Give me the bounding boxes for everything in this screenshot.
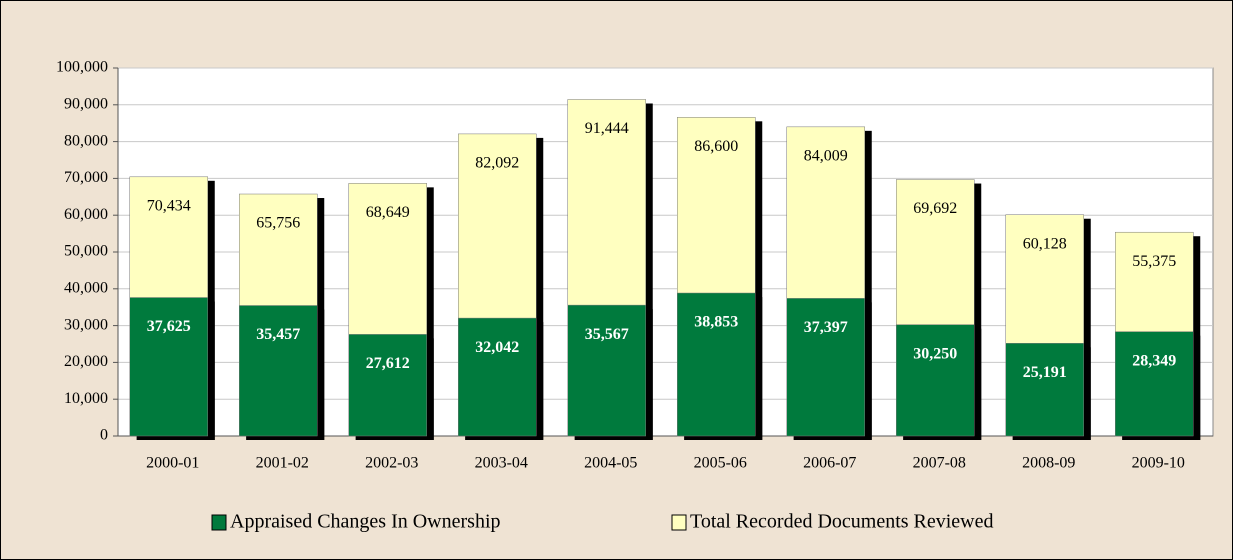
data-label: 27,612 xyxy=(366,355,410,372)
data-label: 84,009 xyxy=(804,148,848,165)
bar xyxy=(567,304,646,437)
data-label: 86,600 xyxy=(694,138,738,155)
y-tick-label: 10,000 xyxy=(64,390,108,407)
x-tick-label: 2004-05 xyxy=(584,455,637,472)
bar xyxy=(1115,331,1194,437)
data-label: 60,128 xyxy=(1023,235,1067,252)
x-tick-label: 2003-04 xyxy=(475,455,528,472)
x-tick-label: 2006-07 xyxy=(803,455,856,472)
bar xyxy=(348,334,427,437)
x-tick-label: 2007-08 xyxy=(913,455,966,472)
data-label: 55,375 xyxy=(1132,253,1176,270)
data-label: 69,692 xyxy=(913,200,957,217)
bar xyxy=(1005,343,1084,437)
legend-label: Appraised Changes In Ownership xyxy=(230,511,501,533)
bar xyxy=(786,298,865,437)
data-label: 65,756 xyxy=(256,215,300,232)
y-tick-label: 50,000 xyxy=(64,243,108,260)
data-label: 38,853 xyxy=(694,314,738,331)
data-label: 70,434 xyxy=(147,197,191,214)
x-tick-label: 2000-01 xyxy=(146,455,199,472)
y-tick-label: 40,000 xyxy=(64,279,108,296)
data-label: 37,625 xyxy=(147,318,191,335)
data-label: 35,567 xyxy=(585,326,629,343)
bar xyxy=(239,305,318,437)
y-tick-label: 90,000 xyxy=(64,95,108,112)
y-tick-label: 20,000 xyxy=(64,353,108,370)
y-tick-label: 0 xyxy=(100,427,108,444)
y-tick-label: 80,000 xyxy=(64,132,108,149)
data-label: 25,191 xyxy=(1023,364,1067,381)
data-label: 28,349 xyxy=(1132,352,1176,369)
legend-swatch xyxy=(211,514,227,531)
data-label: 37,397 xyxy=(804,319,848,336)
bar xyxy=(677,292,756,437)
data-label: 35,457 xyxy=(256,326,300,343)
x-tick-label: 2009-10 xyxy=(1132,455,1185,472)
x-tick-label: 2005-06 xyxy=(694,455,747,472)
data-label: 91,444 xyxy=(585,120,629,137)
legend-label: Total Recorded Documents Reviewed xyxy=(690,511,994,533)
data-label: 82,092 xyxy=(475,155,519,172)
bar xyxy=(896,324,975,437)
data-label: 68,649 xyxy=(366,204,410,221)
y-tick-label: 100,000 xyxy=(56,59,108,76)
y-tick-label: 30,000 xyxy=(64,316,108,333)
y-tick-label: 60,000 xyxy=(64,206,108,223)
data-label: 30,250 xyxy=(913,345,957,362)
legend-swatch xyxy=(671,514,687,531)
x-tick-label: 2002-03 xyxy=(365,455,418,472)
data-label: 32,042 xyxy=(475,339,519,356)
bar xyxy=(129,297,208,437)
x-tick-label: 2001-02 xyxy=(256,455,309,472)
bar xyxy=(458,317,537,437)
y-tick-label: 70,000 xyxy=(64,169,108,186)
x-tick-label: 2008-09 xyxy=(1022,455,1075,472)
